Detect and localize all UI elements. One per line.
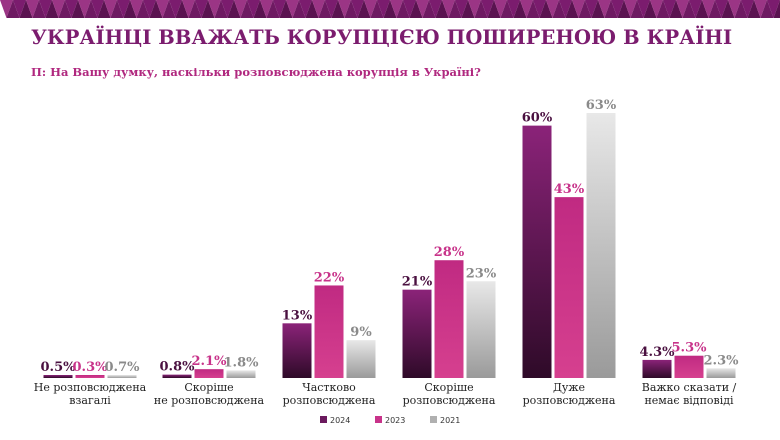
data-label-2021-3: 23% [466,266,497,281]
bar-2024-4 [522,125,552,378]
bar-2024-3 [402,289,432,378]
legend-swatch-2021 [430,416,437,423]
bar-2021-1 [226,370,256,378]
bar-2023-2 [314,285,344,378]
data-label-2024-2: 13% [282,308,313,323]
legend-label-2023: 2023 [385,416,405,425]
bar-2023-1 [194,369,224,378]
data-label-2024-3: 21% [402,275,433,290]
bar-2021-5 [706,368,736,378]
data-label-2023-0: 0.3% [73,360,109,375]
bar-2023-4 [554,197,584,378]
bar-2021-0 [107,375,137,378]
data-label-2023-2: 22% [314,270,345,285]
bar-2021-2 [346,340,376,378]
bar-2021-3 [466,281,496,378]
category-label-2-line-0: Частково [302,381,356,394]
data-label-2023-5: 5.3% [672,341,708,356]
category-label-1-line-0: Скоріше [184,381,233,394]
bar-2023-5 [674,355,704,378]
data-label-2021-5: 2.3% [704,353,740,368]
category-label-0-line-1: взагалі [69,394,111,407]
data-label-2024-0: 0.5% [41,360,77,375]
data-label-2023-1: 2.1% [192,354,228,369]
category-label-2-line-1: розповсюджена [283,394,376,407]
category-label-3-line-1: розповсюджена [403,394,496,407]
bar-2023-0 [75,375,105,378]
decorative-pattern-band [0,0,780,18]
category-label-4-line-0: Дуже [553,381,585,394]
data-label-2021-1: 1.8% [224,355,260,370]
bar-2024-2 [282,323,312,378]
legend-swatch-2024 [320,416,327,423]
bar-2024-0 [43,375,73,378]
data-label-2021-0: 0.7% [105,360,141,375]
data-label-2024-4: 60% [522,111,553,126]
category-label-3-line-0: Скоріше [424,381,473,394]
category-label-0-line-0: Не розповсюджена [34,381,147,394]
legend-swatch-2023 [375,416,382,423]
question-subtitle: П: На Вашу думку, наскільки розповсюджен… [31,65,481,79]
data-label-2023-3: 28% [434,245,465,260]
bar-2024-5 [642,359,672,378]
data-label-2021-4: 63% [586,98,617,113]
bar-2023-3 [434,260,464,378]
category-label-4-line-1: розповсюджена [523,394,616,407]
data-label-2021-2: 9% [350,325,372,340]
data-label-2024-1: 0.8% [160,360,196,375]
page-title: УКРАЇНЦІ ВВАЖАТЬ КОРУПЦІЄЮ ПОШИРЕНОЮ В К… [31,26,733,49]
legend-label-2021: 2021 [440,416,460,425]
category-label-5-line-0: Важко сказати / [642,381,737,394]
bar-2024-1 [162,374,192,378]
category-label-1-line-1: не розповсюджена [154,394,265,407]
data-label-2023-4: 43% [554,182,585,197]
bar-2021-4 [586,113,616,378]
legend-label-2024: 2024 [330,416,350,425]
data-label-2024-5: 4.3% [640,345,676,360]
category-label-5-line-1: немає відповіді [644,394,734,407]
